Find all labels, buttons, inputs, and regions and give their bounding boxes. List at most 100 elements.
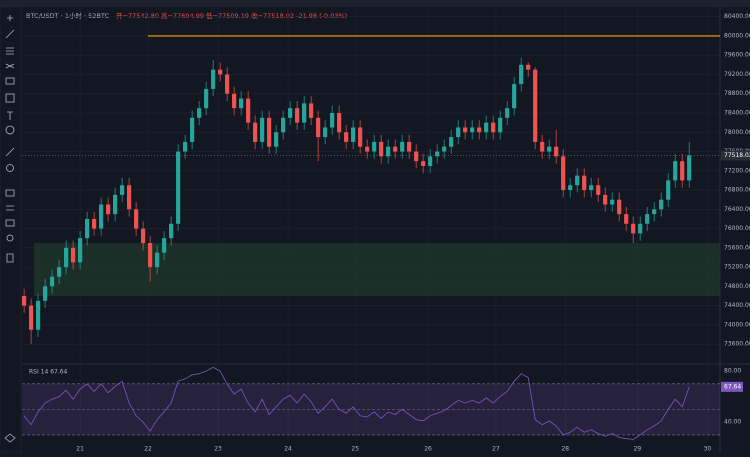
candle-body — [421, 161, 426, 166]
candle-body — [449, 137, 454, 147]
candle-body — [204, 88, 209, 109]
candle-body — [43, 286, 48, 301]
candle-body — [603, 194, 608, 205]
candle-body — [141, 228, 146, 244]
candle-body — [617, 199, 622, 215]
y-tick-label: 80400.00 — [724, 13, 750, 20]
rsi-band — [22, 383, 720, 435]
candle-body — [610, 199, 615, 205]
y-tick-label: 78400.00 — [724, 109, 750, 116]
candle-body — [106, 204, 111, 215]
tool-icons[interactable] — [4, 15, 16, 443]
candle-body — [330, 112, 335, 128]
y-tick-label: 75600.00 — [724, 244, 750, 251]
candle-body — [526, 64, 531, 70]
candle-body — [393, 146, 398, 152]
candle-body — [197, 108, 202, 118]
x-tick-label: 30 — [704, 446, 712, 453]
candle-body — [36, 300, 41, 330]
y-tick-label: 74800.00 — [724, 283, 750, 290]
candle-body — [561, 156, 566, 191]
candle-body — [183, 141, 188, 152]
candle-body — [148, 243, 153, 268]
y-tick-label: 75200.00 — [724, 264, 750, 271]
candle-body — [288, 108, 293, 118]
y-tick-label: 78800.00 — [724, 90, 750, 97]
candle-body — [372, 141, 377, 152]
candle-body — [512, 84, 517, 109]
candle-body — [470, 127, 475, 133]
y-tick-label: 77200.00 — [724, 167, 750, 174]
candle-body — [92, 218, 97, 229]
candle-body — [274, 132, 279, 147]
candle-body — [589, 185, 594, 191]
candle-body — [365, 146, 370, 152]
candle-body — [281, 117, 286, 133]
candle-body — [302, 103, 307, 123]
last-price-label: 77518.02 — [724, 152, 750, 159]
candle-body — [575, 175, 580, 186]
candle-body — [666, 180, 671, 200]
candle-body — [680, 161, 685, 181]
candle-body — [484, 122, 489, 133]
candle-body — [169, 223, 174, 239]
top-toolbar[interactable] — [0, 0, 750, 7]
candle-body — [246, 98, 251, 123]
candle-body — [596, 185, 601, 195]
candle-body — [337, 112, 342, 133]
candle-body — [554, 146, 559, 157]
x-tick-label: 25 — [351, 446, 359, 453]
candle-body — [260, 117, 265, 142]
rsi-tag — [721, 381, 743, 392]
x-tick-label: 23 — [214, 446, 222, 453]
candle-body — [498, 117, 503, 133]
last-price-tag — [721, 150, 750, 161]
candle-body — [645, 214, 650, 224]
candle-body — [568, 185, 573, 191]
candle-body — [218, 69, 223, 75]
candle-body — [547, 146, 552, 152]
candle-body — [85, 218, 90, 239]
candle-body — [155, 252, 160, 268]
y-tick-label: 74000.00 — [724, 321, 750, 328]
candle-body — [659, 199, 664, 210]
candle-body — [57, 267, 62, 277]
candle-body — [687, 155, 692, 181]
x-tick-label: 21 — [76, 446, 84, 453]
y-tick-label: 74400.00 — [724, 302, 750, 309]
x-tick-label: 27 — [492, 446, 500, 453]
candle-body — [379, 141, 384, 157]
y-tick-label: 79600.00 — [724, 52, 750, 59]
candle-body — [127, 185, 132, 210]
candle-body — [176, 151, 181, 224]
rsi-title: RSI 14 67.64 — [29, 369, 68, 376]
candle-body — [134, 209, 139, 229]
candle-body — [519, 64, 524, 85]
candle-body — [29, 305, 34, 330]
y-tick-label: 76000.00 — [724, 225, 750, 232]
candle-body — [239, 98, 244, 109]
candle-body — [190, 117, 195, 142]
candle-body — [386, 146, 391, 157]
x-tick-label: 28 — [561, 446, 569, 453]
candle-body — [638, 223, 643, 234]
candle-body — [533, 69, 538, 142]
symbol[interactable]: BTC/USDT · 1小时 · 52BTC — [26, 11, 109, 20]
ohlc-readout: 开=77542.80 高=77604.99 低=77509.19 收=77518… — [116, 11, 347, 20]
x-tick-label: 24 — [284, 446, 292, 453]
candle-body — [211, 69, 216, 89]
candle-body — [582, 175, 587, 191]
candle-body — [358, 127, 363, 147]
candle-body — [673, 161, 678, 181]
candle-body — [267, 117, 272, 147]
y-tick-label: 80000.00 — [724, 32, 750, 39]
candle-body — [316, 117, 321, 138]
y-tick-label: 40.00 — [724, 419, 741, 426]
price-zone — [34, 243, 720, 297]
candle-body — [400, 141, 405, 152]
candle-body — [351, 127, 356, 142]
candle-body — [120, 185, 125, 195]
rsi-line — [23, 366, 690, 440]
rsi-last-label: 67.64 — [724, 383, 741, 390]
